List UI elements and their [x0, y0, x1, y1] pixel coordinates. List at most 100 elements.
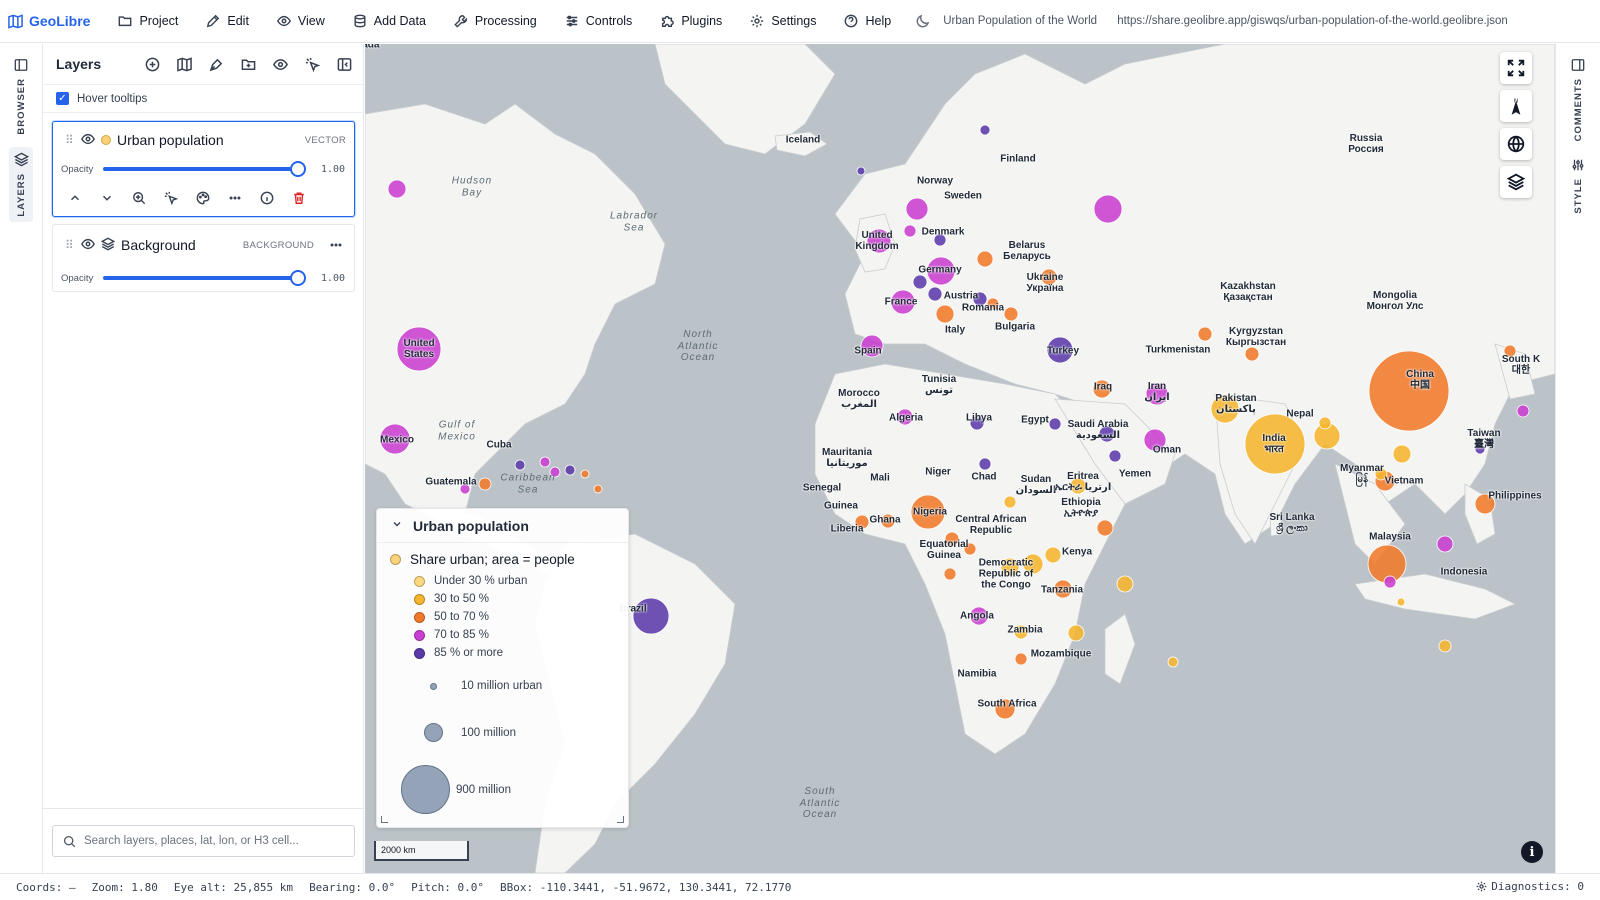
move-down-button[interactable]	[95, 186, 119, 210]
urban-population-bubble[interactable]	[903, 224, 917, 238]
resize-handle-left[interactable]	[381, 816, 388, 823]
urban-population-bubble[interactable]	[1383, 575, 1397, 589]
urban-population-bubble[interactable]	[979, 124, 991, 136]
style-layer-button[interactable]	[191, 186, 215, 210]
menu-add-data[interactable]: Add Data	[339, 0, 440, 43]
urban-population-bubble[interactable]	[580, 469, 590, 479]
zoom-to-layer-button[interactable]	[127, 186, 151, 210]
urban-population-bubble[interactable]	[1003, 495, 1017, 509]
layer-name[interactable]: Urban population	[117, 132, 224, 148]
tab-style[interactable]: STYLE	[1566, 158, 1590, 214]
urban-population-bubble[interactable]	[935, 304, 955, 324]
opacity-slider[interactable]	[103, 270, 306, 286]
menu-view[interactable]: View	[263, 0, 339, 43]
menu-help[interactable]: Help	[830, 0, 905, 43]
urban-population-bubble[interactable]	[944, 531, 960, 547]
tab-browser[interactable]: BROWSER	[9, 58, 33, 135]
urban-population-bubble[interactable]	[1003, 306, 1019, 322]
menu-controls[interactable]: Controls	[551, 0, 647, 43]
urban-population-bubble[interactable]	[896, 408, 914, 426]
urban-population-bubble[interactable]	[593, 484, 603, 494]
app-brand[interactable]: GeoLibre	[0, 13, 104, 29]
urban-population-bubble[interactable]	[912, 274, 928, 290]
project-title[interactable]: Urban Population of the World	[943, 15, 1098, 27]
urban-population-bubble[interactable]	[1048, 417, 1062, 431]
urban-population-bubble[interactable]	[1093, 194, 1123, 224]
urban-population-bubble[interactable]	[1474, 443, 1486, 455]
urban-population-bubble[interactable]	[459, 483, 471, 495]
urban-population-bubble[interactable]	[1044, 546, 1062, 564]
hover-tooltips-checkbox[interactable]: ✓	[56, 92, 69, 105]
urban-population-bubble[interactable]	[1143, 428, 1167, 452]
urban-population-bubble[interactable]	[1014, 652, 1028, 666]
menu-settings[interactable]: Settings	[736, 0, 830, 43]
legend-collapse-button[interactable]	[391, 518, 403, 533]
urban-population-bubble[interactable]	[994, 698, 1016, 720]
tab-layers[interactable]: LAYERS	[9, 147, 33, 222]
urban-population-bubble[interactable]	[1067, 624, 1085, 642]
draw-button[interactable]	[200, 50, 232, 78]
hover-tooltips-toggle[interactable]: ✓ Hover tooltips	[43, 85, 363, 113]
identify-layer-button[interactable]	[159, 186, 183, 210]
urban-population-bubble[interactable]	[943, 567, 957, 581]
collapse-panel-button[interactable]	[328, 50, 360, 78]
urban-population-bubble[interactable]	[963, 542, 977, 556]
urban-population-bubble[interactable]	[1116, 575, 1134, 593]
urban-population-bubble[interactable]	[1145, 382, 1169, 406]
urban-population-bubble[interactable]	[866, 228, 892, 254]
urban-population-bubble[interactable]	[1244, 346, 1260, 362]
urban-population-bubble[interactable]	[1000, 557, 1020, 577]
urban-population-bubble[interactable]	[379, 423, 411, 455]
urban-population-bubble[interactable]	[905, 197, 929, 221]
urban-population-bubble[interactable]	[1396, 597, 1406, 607]
urban-population-bubble[interactable]	[1046, 336, 1074, 364]
menu-project[interactable]: Project	[104, 0, 192, 43]
urban-population-bubble[interactable]	[478, 477, 492, 491]
toggle-visibility-button[interactable]	[264, 50, 296, 78]
map-legend[interactable]: Urban population Share urban; area = peo…	[376, 508, 629, 828]
urban-population-bubble[interactable]	[1244, 413, 1306, 475]
urban-population-bubble[interactable]	[1096, 519, 1114, 537]
urban-population-bubble[interactable]	[1368, 350, 1450, 432]
urban-population-bubble[interactable]	[1318, 416, 1332, 430]
urban-population-bubble[interactable]	[1474, 493, 1496, 515]
urban-population-bubble[interactable]	[1374, 467, 1388, 481]
urban-population-bubble[interactable]	[1053, 579, 1073, 599]
urban-population-bubble[interactable]	[1167, 656, 1179, 668]
menu-plugins[interactable]: Plugins	[646, 0, 736, 43]
opacity-slider-thumb[interactable]	[290, 270, 306, 286]
share-url[interactable]: https://share.geolibre.app/giswqs/urban-…	[1117, 15, 1508, 27]
urban-population-bubble[interactable]	[632, 597, 670, 635]
urban-population-bubble[interactable]	[1022, 553, 1044, 575]
urban-population-bubble[interactable]	[1516, 404, 1530, 418]
opacity-slider[interactable]	[103, 161, 306, 177]
urban-population-bubble[interactable]	[564, 464, 576, 476]
urban-population-bubble[interactable]	[1438, 639, 1452, 653]
urban-population-bubble[interactable]	[933, 233, 947, 247]
basemap-button[interactable]	[168, 50, 200, 78]
urban-population-bubble[interactable]	[1436, 535, 1454, 553]
urban-population-bubble[interactable]	[1013, 624, 1029, 640]
urban-population-bubble[interactable]	[890, 289, 916, 315]
identify-button[interactable]	[296, 50, 328, 78]
urban-population-bubble[interactable]	[539, 456, 551, 468]
fullscreen-button[interactable]	[1500, 52, 1532, 84]
resize-handle-right[interactable]	[617, 816, 624, 823]
menu-processing[interactable]: Processing	[440, 0, 551, 43]
urban-population-bubble[interactable]	[860, 334, 884, 358]
map-canvas[interactable]: Hudson Bay Labrador Sea North Atlantic O…	[365, 44, 1555, 873]
layer-card-background[interactable]: ⠿ Background BACKGROUND Opacity 1.00	[52, 224, 355, 292]
urban-population-bubble[interactable]	[514, 459, 526, 471]
urban-population-bubble[interactable]	[396, 326, 442, 372]
layer-name[interactable]: Background	[121, 237, 196, 253]
layer-visibility-toggle[interactable]	[81, 237, 95, 254]
urban-population-bubble[interactable]	[387, 179, 407, 199]
urban-population-bubble[interactable]	[910, 494, 946, 530]
dark-mode-icon[interactable]	[915, 13, 931, 29]
urban-population-bubble[interactable]	[978, 457, 992, 471]
urban-population-bubble[interactable]	[1210, 394, 1240, 424]
urban-population-bubble[interactable]	[1069, 477, 1087, 495]
urban-population-bubble[interactable]	[1108, 449, 1122, 463]
urban-population-bubble[interactable]	[1503, 344, 1517, 358]
urban-population-bubble[interactable]	[1392, 444, 1412, 464]
